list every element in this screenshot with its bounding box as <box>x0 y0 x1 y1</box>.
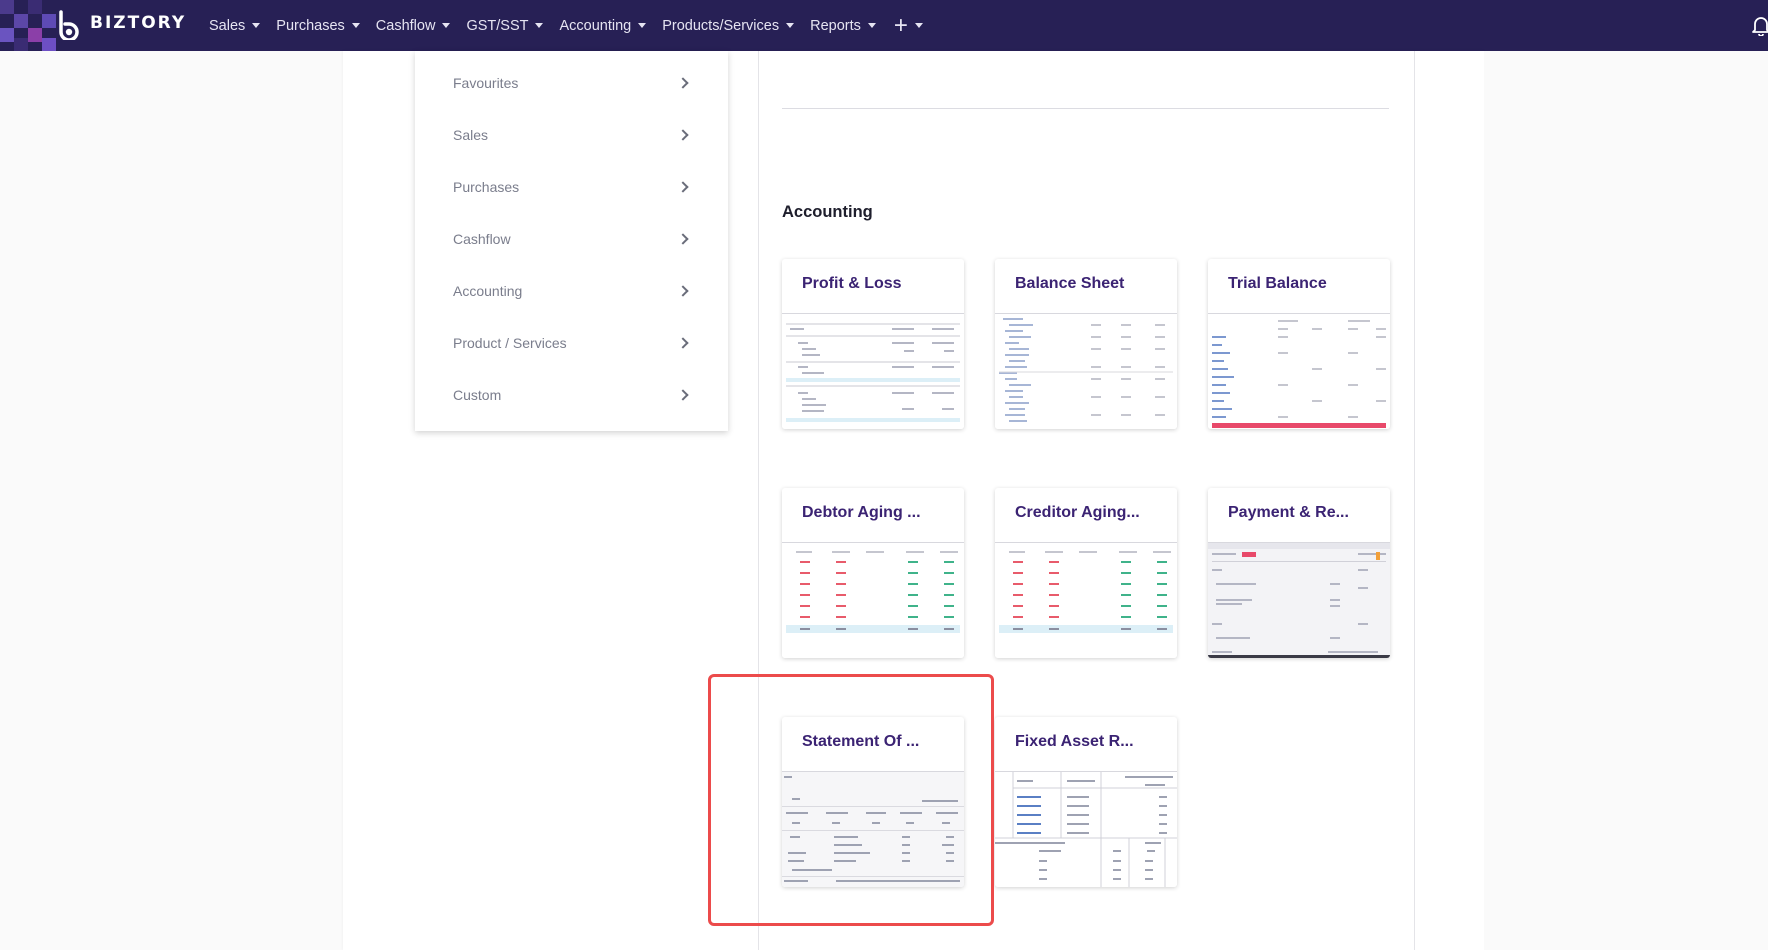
caret-down-icon <box>252 23 261 28</box>
top-navbar: BIZTORY Sales Purchases Cashflow GST/SST… <box>0 0 1768 51</box>
report-card-debtor-aging[interactable]: Debtor Aging ... <box>782 488 964 658</box>
report-thumbnail <box>1208 542 1390 658</box>
plus-icon: + <box>893 11 908 39</box>
page-gutter-right <box>1484 51 1768 950</box>
chevron-right-icon <box>677 285 689 297</box>
chevron-right-icon <box>677 389 689 401</box>
menu-item-accounting[interactable]: Accounting <box>453 276 693 306</box>
report-card-statement-of[interactable]: Statement Of ... <box>782 717 964 887</box>
menu-item-purchases[interactable]: Purchases <box>453 172 693 202</box>
nav-cashflow[interactable]: Cashflow <box>376 18 451 34</box>
card-title: Creditor Aging... <box>1015 504 1140 521</box>
section-title: Accounting <box>782 203 873 221</box>
report-thumbnail <box>995 313 1177 429</box>
brand-logo[interactable]: BIZTORY <box>0 0 200 51</box>
caret-down-icon <box>914 23 923 28</box>
caret-down-icon <box>786 23 795 28</box>
chevron-right-icon <box>677 233 689 245</box>
caret-down-icon <box>535 23 544 28</box>
caret-down-icon <box>442 23 451 28</box>
menu-label: Sales <box>453 127 489 143</box>
card-title: Balance Sheet <box>1015 275 1125 292</box>
menu-item-product-services[interactable]: Product / Services <box>453 328 693 358</box>
report-card-payment-receipt[interactable]: Payment & Re... <box>1208 488 1390 658</box>
card-title: Fixed Asset R... <box>1015 733 1134 750</box>
menu-label: Accounting <box>453 283 523 299</box>
menu-label: Custom <box>453 387 502 403</box>
section-divider <box>782 108 1389 109</box>
caret-down-icon <box>351 23 360 28</box>
report-content-column <box>758 51 1415 950</box>
nav-label: Purchases <box>276 17 345 34</box>
card-title: Debtor Aging ... <box>802 504 921 521</box>
menu-label: Product / Services <box>453 335 567 351</box>
menu-label: Purchases <box>453 179 520 195</box>
caret-down-icon <box>867 23 876 28</box>
caret-down-icon <box>638 23 647 28</box>
report-thumbnail <box>995 771 1177 887</box>
chevron-right-icon <box>677 181 689 193</box>
bell-icon[interactable] <box>1750 14 1768 36</box>
nav-add-new[interactable]: + <box>892 11 923 39</box>
chevron-right-icon <box>677 129 689 141</box>
nav-label: Reports <box>810 17 861 34</box>
report-card-trial-balance[interactable]: Trial Balance <box>1208 259 1390 429</box>
nav-label: Products/Services <box>662 17 780 34</box>
menu-label: Favourites <box>453 75 519 91</box>
report-thumbnail <box>782 542 964 658</box>
chevron-right-icon <box>677 337 689 349</box>
report-thumbnail <box>995 542 1177 658</box>
menu-item-sales[interactable]: Sales <box>453 120 693 150</box>
logo-icon <box>59 10 79 40</box>
card-title: Trial Balance <box>1228 275 1327 292</box>
main-nav: Sales Purchases Cashflow GST/SST Account… <box>209 0 939 51</box>
chevron-right-icon <box>677 77 689 89</box>
menu-item-favourites[interactable]: Favourites <box>453 68 693 98</box>
report-thumbnail <box>782 313 964 429</box>
card-title: Payment & Re... <box>1228 504 1349 521</box>
nav-label: Sales <box>209 17 246 34</box>
highlight-box <box>708 674 994 926</box>
report-category-menu: Favourites Sales Purchases Cashflow Acco… <box>415 51 728 431</box>
card-title: Profit & Loss <box>802 275 902 292</box>
report-card-fixed-asset-register[interactable]: Fixed Asset R... <box>995 717 1177 887</box>
nav-purchases[interactable]: Purchases <box>276 18 360 34</box>
report-thumbnail <box>1208 313 1390 429</box>
nav-accounting[interactable]: Accounting <box>559 17 647 34</box>
brand-name: BIZTORY <box>90 13 187 33</box>
nav-products-services[interactable]: Products/Services <box>662 17 795 34</box>
menu-label: Cashflow <box>453 231 511 247</box>
nav-label: Accounting <box>559 17 632 34</box>
nav-label: GST/SST <box>466 17 529 34</box>
report-card-creditor-aging[interactable]: Creditor Aging... <box>995 488 1177 658</box>
nav-reports[interactable]: Reports <box>810 18 876 34</box>
nav-sales[interactable]: Sales <box>209 17 261 34</box>
page-gutter-left <box>0 51 343 950</box>
report-card-balance-sheet[interactable]: Balance Sheet <box>995 259 1177 429</box>
report-card-profit-loss[interactable]: Profit & Loss <box>782 259 964 429</box>
menu-item-cashflow[interactable]: Cashflow <box>453 224 693 254</box>
card-title: Statement Of ... <box>802 733 920 750</box>
menu-item-custom[interactable]: Custom <box>453 380 693 410</box>
nav-gst-sst[interactable]: GST/SST <box>466 17 544 34</box>
nav-label: Cashflow <box>375 17 436 34</box>
report-thumbnail <box>782 771 964 887</box>
